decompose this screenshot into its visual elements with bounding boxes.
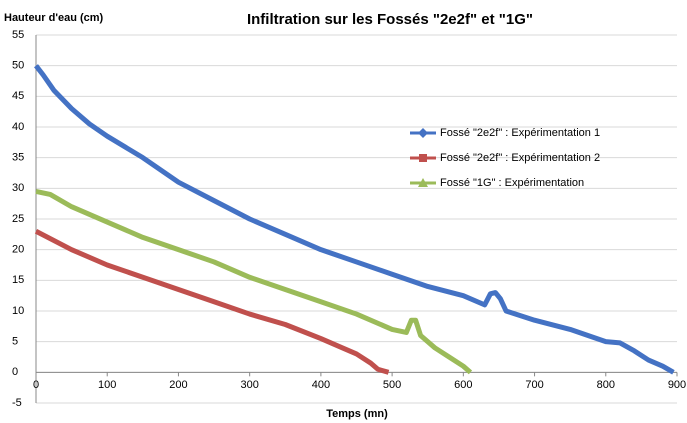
- x-tick-label: 600: [454, 379, 472, 391]
- legend-label: Fossé "2e2f" : Expérimentation 2: [440, 152, 600, 164]
- legend-marker: [419, 154, 427, 162]
- y-tick-label: 45: [12, 90, 24, 102]
- series-line: [35, 188, 473, 375]
- x-tick-label: 900: [668, 379, 686, 391]
- y-tick-label: 0: [12, 366, 18, 378]
- x-tick-label: 800: [597, 379, 615, 391]
- y-tick-label: 10: [12, 305, 24, 317]
- y-tick-label: 15: [12, 274, 24, 286]
- y-tick-label: 5: [12, 336, 18, 348]
- legend-label: Fossé "2e2f" : Expérimentation 1: [440, 127, 600, 139]
- y-tick-label: 40: [12, 121, 24, 133]
- y-tick-label: 20: [12, 244, 24, 256]
- y-tick-label: 55: [12, 29, 24, 41]
- x-tick-label: 300: [240, 379, 258, 391]
- legend-label: Fossé "1G" : Expérimentation: [440, 177, 584, 189]
- x-tick-label: 100: [98, 379, 116, 391]
- y-tick-label: 30: [12, 182, 24, 194]
- y-tick-label: 50: [12, 60, 24, 72]
- x-tick-label: 500: [383, 379, 401, 391]
- x-tick-label: 400: [312, 379, 330, 391]
- series-line: [34, 64, 675, 375]
- y-tick-label: 25: [12, 213, 24, 225]
- y-tick-label: 35: [12, 152, 24, 164]
- x-tick-label: 200: [169, 379, 187, 391]
- legend-marker: [418, 178, 428, 187]
- x-axis-label: Temps (mn): [326, 408, 388, 420]
- x-tick-label: 700: [525, 379, 543, 391]
- y-axis-label: Hauteur d'eau (cm): [4, 12, 104, 24]
- x-tick-label: 0: [33, 379, 39, 391]
- y-tick-label: -5: [12, 397, 22, 409]
- series-line: [34, 229, 390, 375]
- legend-marker: [418, 128, 428, 138]
- chart-title: Infiltration sur les Fossés "2e2f" et "1…: [247, 11, 533, 28]
